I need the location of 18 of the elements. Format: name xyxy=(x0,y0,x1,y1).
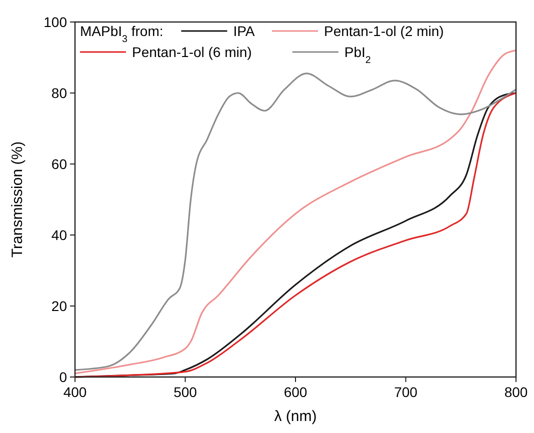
legend-title: MAPbI$_{3}$ from: xyxy=(80,23,164,44)
x-tick-label: 400 xyxy=(63,384,87,400)
x-tick-label: 800 xyxy=(504,384,528,400)
y-tick-label: 20 xyxy=(51,298,68,314)
legend-label: Pentan-1-ol (6 min) xyxy=(132,44,252,60)
x-tick-label: 600 xyxy=(284,384,308,400)
legend-label: PbI$_{2}$ xyxy=(344,44,371,66)
x-tick-label: 700 xyxy=(394,384,418,400)
legend-label: IPA xyxy=(233,23,256,39)
y-tick-label: 60 xyxy=(51,156,68,172)
y-tick-label: 0 xyxy=(59,369,68,385)
x-axis-title: λ (nm) xyxy=(274,408,317,425)
y-tick-label: 100 xyxy=(44,14,68,30)
y-tick-label: 80 xyxy=(51,85,68,101)
y-axis-title: Transmission (%) xyxy=(9,141,26,258)
legend-label: Pentan-1-ol (2 min) xyxy=(324,23,444,39)
x-tick-label: 500 xyxy=(174,384,198,400)
y-tick-label: 40 xyxy=(51,227,68,243)
